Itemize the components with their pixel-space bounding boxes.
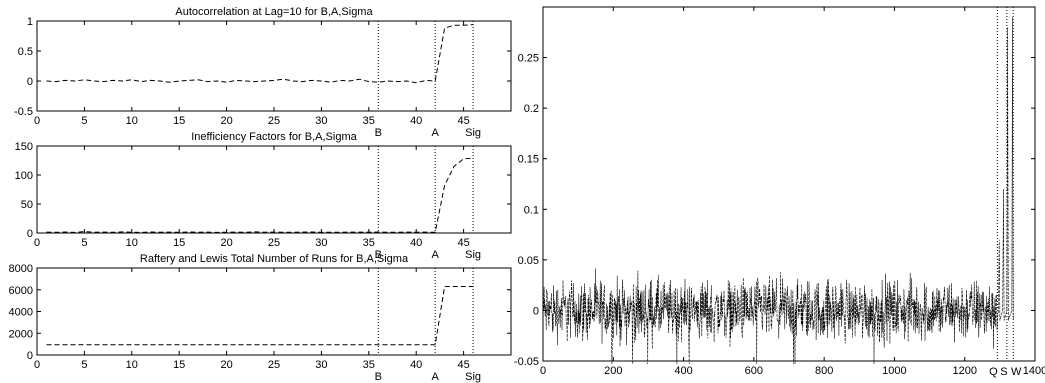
y-tick-label: 8000: [9, 263, 33, 275]
axes-box: [36, 20, 512, 112]
x-tick-label: 1200: [952, 365, 976, 377]
x-tick-label: 0: [34, 237, 40, 249]
y-tick-label: 0.25: [518, 53, 539, 65]
axes-box: [36, 145, 512, 234]
y-tick-label: -0.05: [514, 356, 539, 368]
series-line: [46, 286, 474, 346]
x-tick-label: 15: [173, 115, 185, 127]
y-tick-label: 0: [533, 305, 539, 317]
panel-raftery-lewis: Raftery and Lewis Total Number of Runs f…: [9, 253, 512, 383]
y-tick-label: -0.5: [14, 106, 33, 118]
panel-autocorrelation: Autocorrelation at Lag=10 for B,A,Sigma 0…: [14, 6, 512, 139]
x-tick-label: 25: [268, 115, 280, 127]
x-tick-label: 800: [815, 365, 833, 377]
x-tick-label: 5: [81, 359, 87, 371]
marker-label: B: [375, 127, 382, 139]
y-tick-label: 150: [15, 141, 33, 153]
x-tick-label: 0: [34, 115, 40, 127]
x-tick-label: 30: [315, 237, 327, 249]
y-tick-label: 0.15: [518, 154, 539, 166]
series-line: [543, 17, 1014, 365]
x-tick-label: 200: [604, 365, 622, 377]
x-tick-label: 35: [363, 359, 375, 371]
marker-label: B: [375, 371, 382, 383]
x-tick-label: 30: [315, 115, 327, 127]
y-tick-label: 1: [27, 16, 33, 28]
marker-label: Sig: [465, 249, 481, 261]
x-tick-label: 35: [363, 237, 375, 249]
chart-title: Raftery and Lewis Total Number of Runs f…: [140, 253, 409, 265]
y-tick-label: 0: [27, 350, 33, 362]
marker-label: S: [1000, 366, 1007, 378]
x-tick-label: 5: [81, 115, 87, 127]
x-tick-label: 40: [410, 359, 422, 371]
x-tick-label: 10: [126, 115, 138, 127]
x-tick-label: 15: [173, 237, 185, 249]
y-tick-label: 0: [27, 228, 33, 240]
x-tick-label: 25: [268, 359, 280, 371]
y-tick-label: 0.1: [524, 204, 539, 216]
y-tick-label: 100: [15, 170, 33, 182]
marker-label: A: [431, 371, 439, 383]
series-line: [46, 24, 474, 84]
marker-label: Sig: [465, 127, 481, 139]
x-tick-label: 40: [410, 115, 422, 127]
x-tick-label: 20: [220, 359, 232, 371]
marker-label: A: [431, 249, 439, 261]
y-tick-label: 0.5: [18, 46, 33, 58]
y-tick-label: 6000: [9, 285, 33, 297]
x-tick-label: 0: [34, 359, 40, 371]
x-tick-label: 0: [540, 365, 546, 377]
x-tick-label: 5: [81, 237, 87, 249]
marker-label: Q: [989, 366, 998, 378]
axes-box: [36, 267, 512, 356]
x-tick-label: 400: [674, 365, 692, 377]
y-tick-label: 0.2: [524, 103, 539, 115]
x-tick-label: 25: [268, 237, 280, 249]
x-tick-label: 30: [315, 359, 327, 371]
y-tick-label: 4000: [9, 307, 33, 319]
x-tick-label: 1400: [1023, 365, 1045, 377]
x-tick-label: 45: [457, 237, 469, 249]
marker-label: B: [375, 249, 382, 261]
y-tick-label: 0.05: [518, 255, 539, 267]
marker-label: W: [1011, 366, 1022, 378]
series-line: [46, 157, 474, 233]
x-tick-label: 45: [457, 115, 469, 127]
marker-label: Sig: [465, 371, 481, 383]
x-tick-label: 600: [745, 365, 763, 377]
x-tick-label: 20: [220, 115, 232, 127]
x-tick-label: 35: [363, 115, 375, 127]
x-tick-label: 10: [126, 237, 138, 249]
x-tick-label: 15: [173, 359, 185, 371]
panel-trace: 0 200 400 600 800 1000 1200 1400-0.0500.050.10.…: [514, 6, 1045, 378]
x-tick-label: 20: [220, 237, 232, 249]
x-tick-label: 40: [410, 237, 422, 249]
y-tick-label: 0: [27, 76, 33, 88]
y-tick-label: 50: [21, 199, 33, 211]
axes-box: [542, 6, 1036, 362]
chart-title: Autocorrelation at Lag=10 for B,A,Sigma: [175, 6, 373, 18]
x-tick-label: 10: [126, 359, 138, 371]
x-tick-label: 1000: [882, 365, 906, 377]
x-tick-label: 45: [457, 359, 469, 371]
chart-title: Inefficiency Factors for B,A,Sigma: [191, 131, 357, 143]
marker-label: A: [431, 127, 439, 139]
panel-inefficiency: Inefficiency Factors for B,A,Sigma 0 5 10 15…: [15, 131, 512, 261]
y-tick-label: 2000: [9, 328, 33, 340]
